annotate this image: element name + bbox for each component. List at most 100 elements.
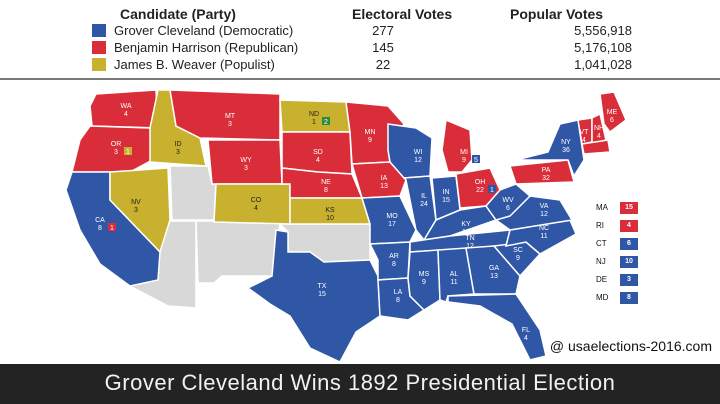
small-state-abbr-ct: CT	[596, 239, 607, 248]
state-votes-mo: 17	[388, 221, 396, 228]
state-votes-wi: 12	[414, 157, 422, 164]
democratic-swatch	[92, 24, 106, 37]
state-votes-oh: 22	[476, 187, 484, 194]
state-abbr-va: VA	[540, 203, 549, 210]
state-votes-ks: 10	[326, 215, 334, 222]
legend-row-cleveland: Grover Cleveland (Democratic) 277 5,556,…	[92, 22, 632, 40]
state-abbr-mo: MO	[386, 213, 398, 220]
state-votes-wy: 3	[244, 165, 248, 172]
popular-votes: 5,176,108	[574, 40, 632, 55]
state-votes-nc: 11	[540, 233, 547, 240]
popular-votes: 1,041,028	[574, 57, 632, 72]
state-abbr-pa: PA	[542, 167, 551, 174]
split-vote-mi: 5	[474, 157, 478, 164]
small-state-votes-ma: 15	[620, 202, 638, 214]
source-credit: @ usaelections-2016.com	[549, 338, 712, 354]
split-vote-box-mi	[472, 155, 480, 163]
state-abbr-ne: NE	[321, 179, 331, 186]
state-abbr-tx: TX	[318, 283, 327, 290]
state-shape-ia	[351, 161, 407, 199]
candidate-name: James B. Weaver (Populist)	[114, 57, 275, 72]
candidate-name: Grover Cleveland (Democratic)	[114, 23, 294, 38]
small-state-votes-nj: 10	[620, 256, 638, 268]
split-vote-oh: 1	[490, 187, 494, 194]
split-vote-box-ca	[108, 223, 116, 231]
split-vote-or: 1	[126, 149, 130, 156]
state-abbr-ar: AR	[389, 253, 399, 260]
small-state-votes-de: 3	[620, 274, 638, 286]
state-shape-pa	[508, 159, 575, 185]
state-votes-ia: 13	[380, 183, 388, 190]
republican-swatch	[92, 41, 106, 54]
header-popular-votes: Popular Votes	[510, 6, 604, 22]
state-votes-wv: 6	[506, 205, 510, 212]
small-state-abbr-md: MD	[596, 293, 609, 302]
state-votes-mn: 9	[368, 137, 372, 144]
state-votes-nh: 4	[597, 133, 601, 140]
state-votes-fl: 4	[524, 335, 528, 342]
split-vote-box-nd	[322, 117, 330, 125]
state-abbr-ca: CA	[95, 217, 105, 224]
state-shape-co	[213, 183, 291, 225]
legend-row-weaver: James B. Weaver (Populist) 22 1,041,028	[92, 56, 632, 74]
state-shape-ga	[465, 245, 521, 295]
state-votes-or: 3	[114, 149, 118, 156]
state-abbr-nc: NC	[539, 225, 549, 232]
state-votes-id: 3	[176, 149, 180, 156]
state-abbr-ks: KS	[325, 207, 335, 214]
state-votes-sc: 9	[516, 255, 520, 262]
small-state-abbr-de: DE	[596, 275, 608, 284]
us-map: WA 4 OR 3 1 CA 8 1 ID 3 NV 3 MT 3 WY 3 CO 4 ND 1 2 SD 4 NE 8 KS 10…	[0, 80, 720, 364]
state-abbr-mi: MI	[460, 149, 468, 156]
territory-utah	[169, 165, 217, 221]
state-shape-mo	[361, 195, 417, 245]
state-shape-fl	[447, 293, 547, 361]
state-abbr-fl: FL	[522, 327, 530, 334]
electoral-votes: 22	[375, 57, 391, 72]
state-votes-al: 11	[450, 279, 457, 286]
state-votes-tn: 12	[466, 243, 474, 250]
state-votes-wa: 4	[124, 111, 128, 118]
small-state-abbr-nj: NJ	[596, 257, 606, 266]
state-abbr-sd: SD	[313, 149, 323, 156]
state-shape-tx	[246, 229, 381, 363]
state-shape-me	[599, 91, 627, 134]
electoral-votes: 145	[372, 40, 394, 55]
state-abbr-oh: OH	[475, 179, 486, 186]
state-abbr-in: IN	[443, 189, 450, 196]
state-abbr-wa: WA	[120, 103, 131, 110]
state-shape-ma	[581, 139, 611, 155]
state-abbr-wi: WI	[414, 149, 423, 156]
small-state-abbr-ri: RI	[596, 221, 604, 230]
state-votes-vt: 4	[582, 137, 586, 144]
state-abbr-tn: TN	[465, 235, 474, 242]
state-votes-mt: 3	[228, 121, 232, 128]
results-legend: Candidate (Party) Electoral Votes Popula…	[0, 0, 720, 80]
banner-title: Grover Cleveland Wins 1892 Presidential …	[104, 370, 616, 395]
small-state-votes-md: 8	[620, 292, 638, 304]
state-votes-ga: 13	[490, 273, 498, 280]
state-shape-nv	[109, 167, 171, 254]
state-abbr-wv: WV	[502, 197, 514, 204]
popular-votes: 5,556,918	[574, 23, 632, 38]
electoral-votes: 277	[372, 23, 394, 38]
split-vote-nd: 2	[324, 119, 328, 126]
title-banner: Grover Cleveland Wins 1892 Presidential …	[0, 364, 720, 404]
split-vote-box-oh	[488, 185, 496, 193]
state-abbr-nh: NH	[594, 125, 604, 132]
state-abbr-nd: ND	[309, 111, 319, 118]
state-abbr-ia: IA	[381, 175, 388, 182]
state-votes-ne: 8	[324, 187, 328, 194]
state-shape-mt	[169, 89, 281, 141]
split-vote-box-or	[124, 147, 132, 155]
state-abbr-me: ME	[607, 109, 618, 116]
split-vote-ca: 1	[110, 225, 114, 232]
state-votes-co: 4	[254, 205, 258, 212]
header-candidate: Candidate (Party)	[120, 6, 236, 22]
state-votes-ar: 8	[392, 261, 396, 268]
state-abbr-id: ID	[175, 141, 182, 148]
state-abbr-ms: MS	[419, 271, 430, 278]
state-abbr-wy: WY	[240, 157, 252, 164]
